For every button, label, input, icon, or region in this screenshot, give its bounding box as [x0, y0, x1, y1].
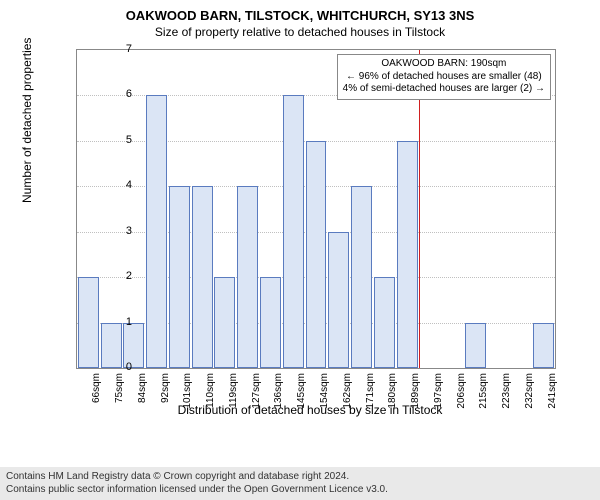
- x-tick: 197sqm: [433, 373, 444, 413]
- y-tick: 7: [102, 43, 132, 55]
- y-tick: 0: [102, 361, 132, 373]
- x-tick: 110sqm: [205, 373, 216, 413]
- y-axis-label: Number of detached properties: [20, 38, 34, 203]
- bar: [533, 323, 554, 368]
- bar: [374, 277, 395, 368]
- x-tick: 101sqm: [182, 373, 193, 413]
- bar: [78, 277, 99, 368]
- x-tick: 92sqm: [160, 373, 171, 413]
- x-tick: 206sqm: [456, 373, 467, 413]
- x-tick: 75sqm: [114, 373, 125, 413]
- footer-line1: Contains HM Land Registry data © Crown c…: [6, 471, 594, 484]
- bar: [260, 277, 281, 368]
- y-tick: 6: [102, 88, 132, 100]
- chart-subtitle: Size of property relative to detached ho…: [0, 23, 600, 43]
- x-tick: 215sqm: [478, 373, 489, 413]
- bar: [328, 232, 349, 368]
- chart-area: Number of detached properties OAKWOOD BA…: [40, 43, 580, 413]
- y-tick: 3: [102, 225, 132, 237]
- x-tick: 136sqm: [273, 373, 284, 413]
- x-tick: 171sqm: [365, 373, 376, 413]
- bar: [169, 186, 190, 368]
- x-tick: 189sqm: [410, 373, 421, 413]
- chart-title: OAKWOOD BARN, TILSTOCK, WHITCHURCH, SY13…: [0, 0, 600, 23]
- footer-line2: Contains public sector information licen…: [6, 484, 594, 497]
- bar: [397, 141, 418, 368]
- y-tick: 1: [102, 316, 132, 328]
- bar: [237, 186, 258, 368]
- plot-region: OAKWOOD BARN: 190sqm ← 96% of detached h…: [76, 49, 556, 369]
- x-tick: 154sqm: [319, 373, 330, 413]
- y-tick: 4: [102, 179, 132, 191]
- annotation-box: OAKWOOD BARN: 190sqm ← 96% of detached h…: [337, 54, 551, 100]
- x-tick: 241sqm: [547, 373, 558, 413]
- bar: [192, 186, 213, 368]
- x-tick: 119sqm: [228, 373, 239, 413]
- bar: [351, 186, 372, 368]
- x-tick: 232sqm: [524, 373, 535, 413]
- x-tick: 223sqm: [501, 373, 512, 413]
- footer: Contains HM Land Registry data © Crown c…: [0, 467, 600, 500]
- x-tick: 66sqm: [91, 373, 102, 413]
- y-tick: 5: [102, 134, 132, 146]
- bar: [146, 95, 167, 368]
- x-tick: 127sqm: [251, 373, 262, 413]
- bar: [214, 277, 235, 368]
- x-tick: 145sqm: [296, 373, 307, 413]
- x-tick: 162sqm: [342, 373, 353, 413]
- bar: [306, 141, 327, 368]
- annotation-line3: 4% of semi-detached houses are larger (2…: [343, 83, 545, 96]
- annotation-line2: ← 96% of detached houses are smaller (48…: [343, 71, 545, 84]
- x-tick: 84sqm: [137, 373, 148, 413]
- bar: [283, 95, 304, 368]
- x-tick: 180sqm: [387, 373, 398, 413]
- annotation-line1: OAKWOOD BARN: 190sqm: [343, 58, 545, 71]
- y-tick: 2: [102, 270, 132, 282]
- bar: [465, 323, 486, 368]
